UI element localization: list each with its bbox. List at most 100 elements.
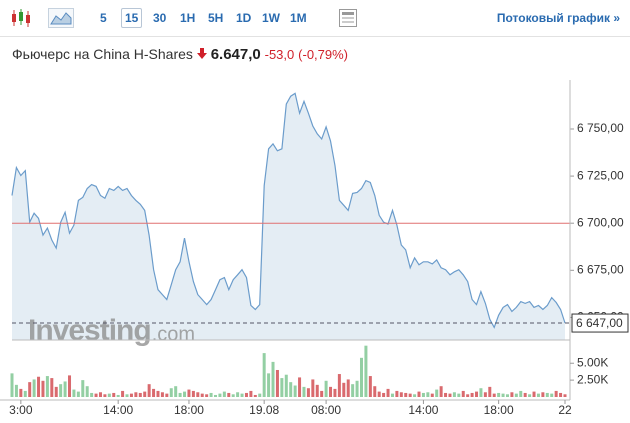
volume-bar: [510, 392, 514, 397]
volume-bar: [107, 393, 111, 397]
volume-bar: [191, 390, 195, 397]
volume-bar: [271, 361, 275, 397]
volume-bar: [501, 393, 505, 397]
y-tick-label: 6 700,00: [577, 215, 624, 229]
volume-bar: [550, 393, 554, 397]
volume-bar: [28, 382, 32, 397]
volume-bar: [152, 388, 156, 397]
x-tick-label: 14:00: [408, 403, 438, 417]
volume-bar: [298, 377, 302, 397]
change-pct: (-0,79%): [298, 47, 349, 62]
volume-bar: [426, 392, 430, 397]
volume-bar: [165, 393, 169, 397]
volume-bar: [214, 394, 218, 397]
volume-bar: [466, 394, 470, 397]
volume-bar: [280, 378, 284, 397]
volume-bar: [32, 379, 36, 397]
volume-bar: [183, 391, 187, 397]
volume-bar: [519, 390, 523, 397]
volume-bar: [37, 376, 41, 397]
volume-bar: [76, 391, 80, 397]
volume-bar: [81, 380, 85, 397]
volume-bar: [452, 392, 456, 397]
volume-bar: [14, 384, 18, 397]
table-icon[interactable]: [338, 8, 358, 28]
volume-bar: [386, 388, 390, 397]
volume-bar: [187, 389, 191, 397]
volume-bar: [435, 389, 439, 397]
volume-bar: [430, 393, 434, 397]
area-icon[interactable]: [48, 8, 74, 28]
volume-bar: [457, 393, 461, 397]
volume-bar: [275, 369, 279, 397]
x-tick-label: 14:00: [103, 403, 133, 417]
down-arrow: [196, 48, 207, 59]
candles-icon[interactable]: [10, 8, 34, 28]
volume-bar: [461, 390, 465, 397]
x-tick-label: 08:00: [311, 403, 341, 417]
volume-bar: [554, 390, 558, 397]
volume-bar: [98, 392, 102, 397]
volume-bar: [103, 394, 107, 397]
volume-bar: [160, 392, 164, 397]
volume-bar: [218, 393, 222, 397]
period-button[interactable]: 1M: [290, 11, 307, 25]
volume-bar: [470, 392, 474, 397]
period-button[interactable]: 15: [121, 8, 143, 28]
volume-bar: [329, 386, 333, 397]
x-tick-label: 18:00: [484, 403, 514, 417]
volume-bar: [196, 392, 200, 397]
volume-bar: [523, 392, 527, 397]
last-value-label: 6 647,00: [576, 316, 623, 330]
period-button[interactable]: 1H: [180, 11, 196, 25]
volume-bar: [417, 391, 421, 397]
volume-bar: [563, 394, 567, 397]
volume-bar: [439, 386, 443, 397]
period-button[interactable]: 5H: [208, 11, 224, 25]
volume-bar: [293, 385, 297, 397]
stream-link[interactable]: Потоковый график »: [496, 11, 620, 25]
price-line: [11, 92, 566, 329]
volume-bar: [395, 390, 399, 397]
volume-bar: [382, 392, 386, 397]
volume-bar: [156, 390, 160, 397]
volume-bar: [320, 390, 324, 397]
volume-bar: [505, 394, 509, 397]
watermark-suffix: .com: [152, 323, 195, 345]
price: 6.647,0: [210, 46, 261, 63]
last-value-box: [571, 313, 629, 333]
period-button[interactable]: 5: [100, 11, 107, 25]
volume-bar: [492, 393, 496, 397]
volume-bar: [253, 394, 257, 397]
volume-bar: [373, 386, 377, 397]
volume-bar: [174, 386, 178, 397]
volume-bar: [227, 392, 231, 397]
volume-bar: [532, 391, 536, 397]
volume-bar: [444, 392, 448, 397]
volume-bar: [359, 357, 363, 397]
instrument-name: Фьючерс на China H-Shares: [12, 46, 193, 62]
volume-bar: [488, 386, 492, 397]
change: -53,0: [264, 47, 295, 62]
volume-bar: [143, 391, 147, 397]
volume-bar: [479, 388, 483, 397]
volume-bar: [541, 392, 545, 397]
volume-bar: [90, 392, 94, 397]
volume-tick-label: 2.50K: [577, 372, 608, 386]
volume-bar: [45, 376, 49, 397]
period-button[interactable]: 1D: [236, 11, 252, 25]
volume-bar: [23, 390, 27, 397]
volume-bar: [59, 384, 63, 397]
volume-bar: [209, 392, 213, 397]
volume-bar: [68, 375, 72, 397]
volume-bar: [54, 386, 58, 397]
volume-bar: [284, 374, 288, 397]
period-button[interactable]: 30: [153, 11, 167, 25]
volume-bar: [497, 392, 501, 397]
volume-bar: [178, 392, 182, 397]
volume-bar: [536, 393, 540, 397]
volume-bar: [41, 380, 45, 397]
volume-bar: [125, 394, 129, 397]
volume-bar: [222, 391, 226, 397]
period-button[interactable]: 1W: [262, 11, 280, 25]
